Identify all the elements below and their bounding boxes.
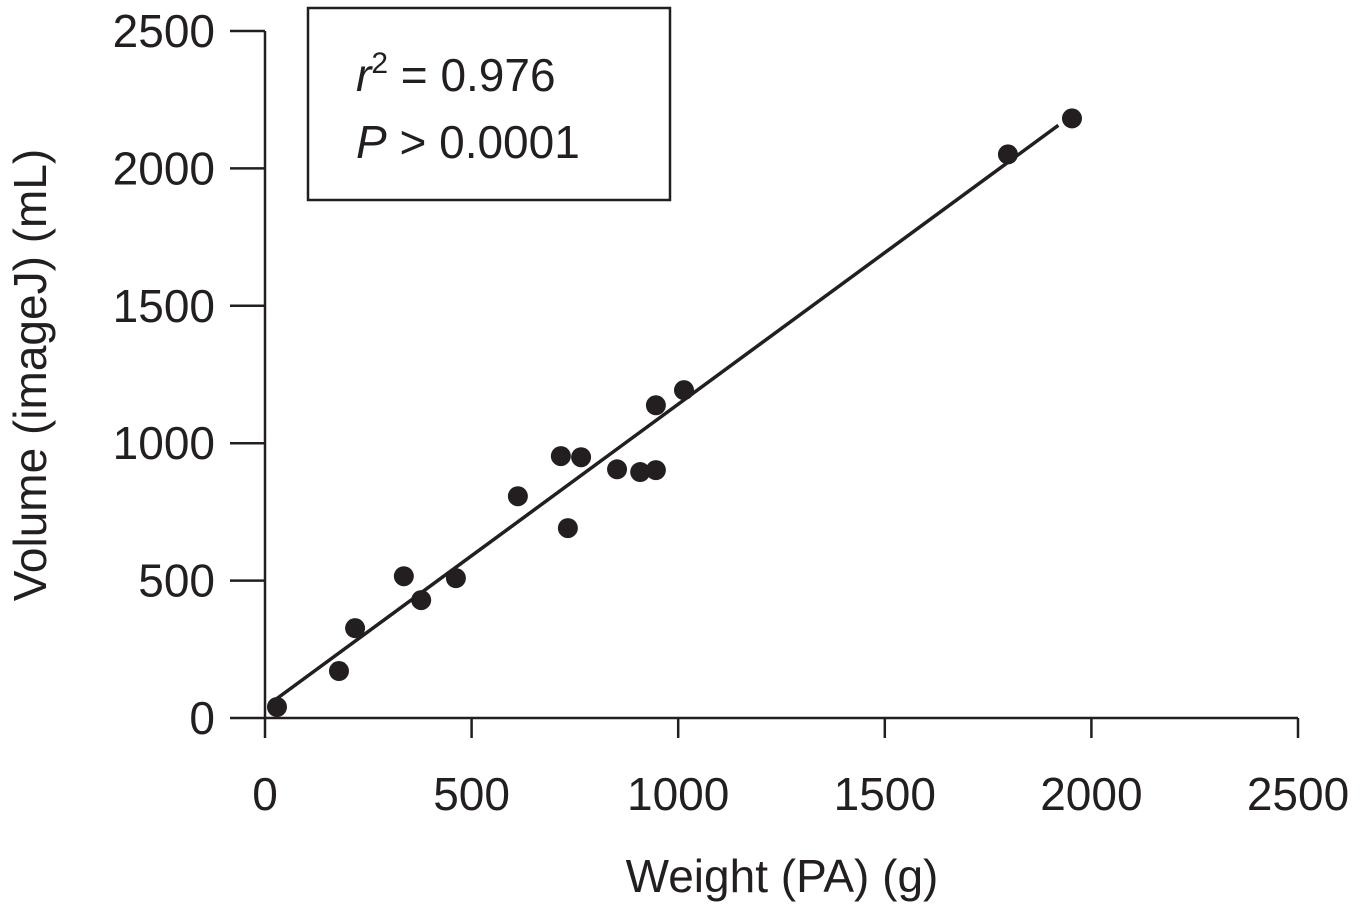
data-point bbox=[571, 447, 592, 468]
data-point bbox=[393, 566, 414, 587]
data-point bbox=[1061, 108, 1082, 129]
data-point bbox=[550, 446, 571, 467]
data-point bbox=[607, 459, 628, 480]
data-point bbox=[557, 518, 578, 539]
data-point bbox=[645, 395, 666, 416]
y-tick-label: 0 bbox=[189, 692, 215, 744]
y-tick-label: 2000 bbox=[113, 142, 215, 194]
data-point bbox=[645, 460, 666, 481]
data-point bbox=[345, 618, 366, 639]
y-axis-label: Volume (imageJ) (mL) bbox=[4, 149, 56, 601]
data-point bbox=[507, 486, 528, 507]
x-tick-label: 1000 bbox=[627, 768, 729, 820]
data-point bbox=[445, 568, 466, 589]
data-point bbox=[411, 590, 432, 611]
y-tick-label: 2500 bbox=[113, 5, 215, 57]
y-tick-label: 500 bbox=[138, 555, 215, 607]
y-tick-label: 1000 bbox=[113, 417, 215, 469]
data-point bbox=[673, 380, 694, 401]
r-squared-label: r2 = 0.976 bbox=[356, 47, 556, 101]
p-value-label: P > 0.0001 bbox=[356, 116, 580, 168]
data-point bbox=[630, 462, 651, 483]
x-tick-label: 500 bbox=[433, 768, 510, 820]
data-points bbox=[266, 108, 1082, 718]
data-point bbox=[266, 697, 287, 718]
x-tick-label: 2500 bbox=[1247, 768, 1349, 820]
regression-line bbox=[268, 123, 1060, 706]
x-tick-label: 0 bbox=[252, 768, 278, 820]
data-point bbox=[997, 144, 1018, 165]
y-tick-label: 1500 bbox=[113, 280, 215, 332]
x-tick-label: 2000 bbox=[1040, 768, 1142, 820]
data-point bbox=[328, 661, 349, 682]
axes: 0 500 1000 1500 2000 2500 0 500 1000 1500 2000 2500 bbox=[113, 5, 1350, 820]
x-tick-label: 1500 bbox=[834, 768, 936, 820]
x-axis-label: Weight (PA) (g) bbox=[626, 850, 939, 902]
stats-box: r2 = 0.976 P > 0.0001 bbox=[306, 6, 672, 202]
